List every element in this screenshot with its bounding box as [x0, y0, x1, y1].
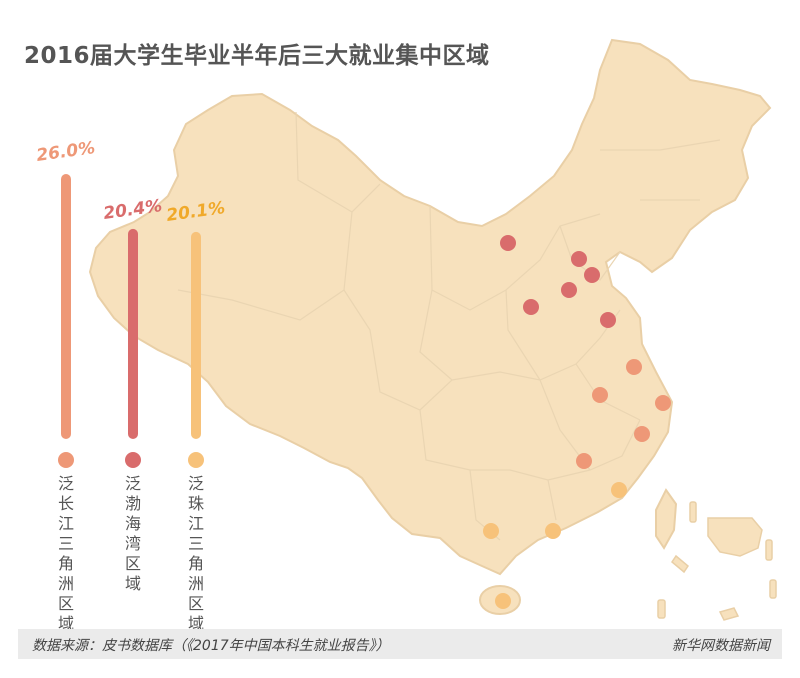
yangtze-city-dot	[626, 359, 642, 375]
south-china-sea-inset	[657, 501, 777, 621]
bohai-city-dot	[571, 251, 587, 267]
yangtze-city-dot	[655, 395, 671, 411]
legend-dot-pearl	[188, 452, 204, 468]
pearl-city-dot	[545, 523, 561, 539]
bohai-city-dots	[500, 235, 616, 328]
yangtze-city-dots	[576, 359, 671, 469]
bohai-city-dot	[561, 282, 577, 298]
pearl-city-dot	[495, 593, 511, 609]
taiwan-island	[655, 488, 678, 550]
legend-dot-bohai	[125, 452, 141, 468]
china-mainland-shape	[88, 38, 772, 576]
yangtze-city-dot	[634, 426, 650, 442]
bohai-city-dot	[500, 235, 516, 251]
brand-credit: 新华网数据新闻	[672, 638, 770, 654]
category-label-yangtze: 泛长江三角洲区域	[57, 474, 74, 633]
yangtze-city-dot	[592, 387, 608, 403]
yangtze-city-dot	[576, 453, 592, 469]
bar-group	[58, 174, 204, 468]
bohai-city-dot	[523, 299, 539, 315]
bohai-city-dot	[584, 267, 600, 283]
legend-dot-yangtze	[58, 452, 74, 468]
page-title: 2016届大学生毕业半年后三大就业集中区域	[24, 43, 490, 69]
pearl-city-dot	[611, 482, 627, 498]
source-note: 数据来源：皮书数据库（《2017年中国本科生就业报告》）	[32, 638, 390, 654]
pearl-city-dots	[483, 482, 627, 609]
pearl-city-dot	[483, 523, 499, 539]
bohai-city-dot	[600, 312, 616, 328]
category-label-pearl: 泛珠江三角洲区域	[187, 474, 204, 633]
footer-bar: 数据来源：皮书数据库（《2017年中国本科生就业报告》） 新华网数据新闻	[18, 629, 782, 659]
category-label-bohai: 泛渤海湾区域	[124, 474, 141, 593]
